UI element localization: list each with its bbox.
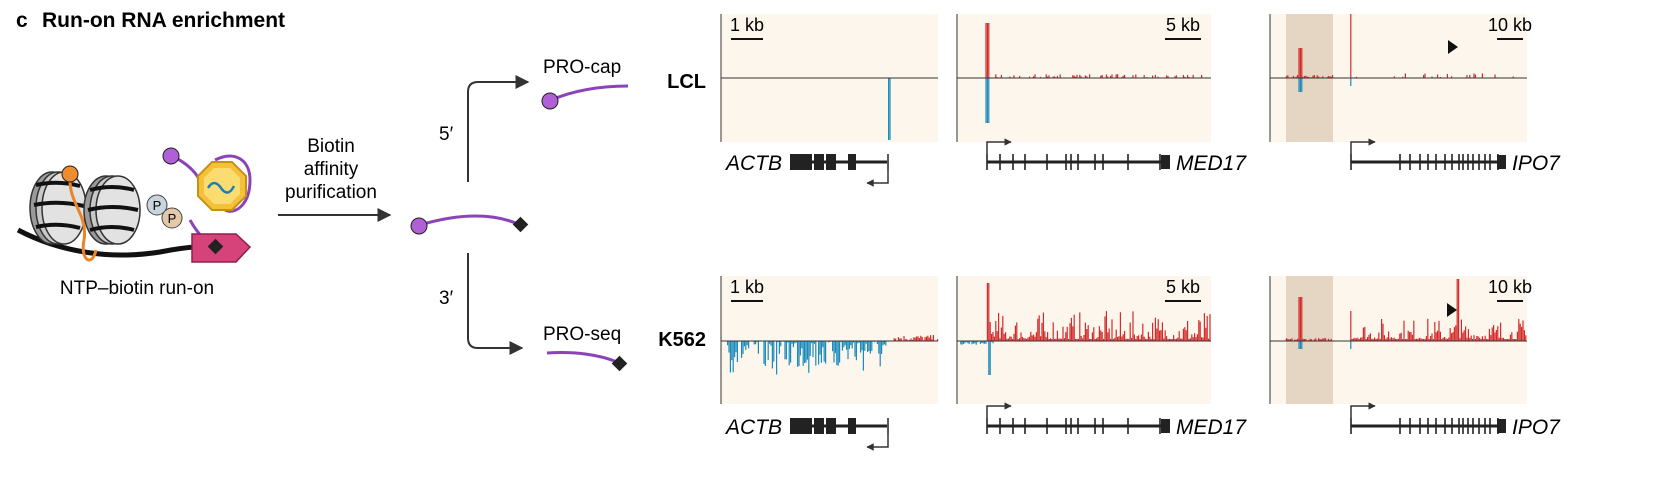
gene-exon: [790, 154, 812, 170]
gene-3prime-exon: [1161, 419, 1170, 433]
track-panel-0-1: 5 kb MED17: [956, 14, 1247, 175]
orange-biotin-cap: [61, 165, 79, 183]
track-background: [721, 276, 938, 404]
panel-letter: c: [16, 9, 28, 32]
gene-name-label: ACTB: [724, 152, 782, 175]
pro-cap-rna: [550, 84, 629, 102]
gene-exon: [814, 154, 824, 170]
scale-bar-label: 10 kb: [1488, 15, 1532, 35]
gene-name-label: IPO7: [1512, 152, 1561, 175]
track-panel-1-2: 10 kb IPO7: [1269, 276, 1561, 439]
scale-bar-label: 5 kb: [1166, 15, 1200, 35]
gene-model: MED17: [986, 138, 1247, 175]
gene-name-label: MED17: [1176, 416, 1247, 439]
track-panel-1-1: 5 kb MED17: [956, 276, 1247, 439]
phosphate-group: P P: [146, 194, 183, 229]
pause-marker-icon: [1447, 303, 1457, 317]
tss-arrow-icon: [1350, 402, 1376, 418]
gene-exon: [848, 418, 856, 434]
purified-rna-diamond: [512, 216, 529, 233]
pro-cap-label: PRO-cap: [543, 57, 621, 78]
gene-model: IPO7: [1350, 138, 1561, 175]
gene-name-label: MED17: [1176, 152, 1247, 175]
gene-exon: [848, 154, 856, 170]
orange-rna: [68, 179, 98, 262]
scale-bar-label: 5 kb: [1166, 277, 1200, 297]
pro-cap-biotin-cap: [541, 92, 559, 110]
scale-bar-label: 1 kb: [730, 15, 764, 35]
gene-3prime-exon: [1497, 419, 1506, 433]
nucleosome-2: [83, 175, 141, 245]
polymerase-inner-icon: [204, 168, 240, 204]
gene-model: ACTB: [724, 416, 889, 451]
gene-exon: [826, 154, 836, 170]
genome-tracks: 1 kb ACTB 5 kb MED17 10 kb IPO7 1 kb ACTB 5 kb ME…: [720, 14, 1561, 451]
biotin-diamond-icon: [207, 238, 224, 255]
tss-arrow-icon: [866, 170, 889, 187]
gene-model: MED17: [986, 402, 1247, 439]
row-label-lcl: LCL: [667, 71, 706, 93]
pro-seq-diamond: [611, 355, 628, 372]
gene-name-label: ACTB: [724, 416, 782, 439]
gene-exon: [790, 418, 812, 434]
biotin-cap-purple: [162, 147, 180, 165]
phosphate-label-2: P: [168, 211, 177, 226]
gene-3prime-exon: [1497, 155, 1506, 169]
gene-3prime-exon: [1161, 155, 1170, 169]
pro-seq-rna: [546, 351, 618, 364]
arrow-label-line1: Biotin: [307, 136, 355, 157]
nucleosome-1: [29, 171, 87, 245]
branch-up-arrow: [467, 75, 530, 182]
signal-track: [726, 335, 939, 375]
runon-label: NTP–biotin run-on: [60, 278, 214, 299]
track-panel-1-0: 1 kb ACTB: [720, 276, 939, 451]
pause-marker-icon: [1448, 40, 1458, 54]
signal-track: [887, 78, 891, 140]
signal-track: [1285, 279, 1527, 349]
purified-rna: [419, 214, 521, 227]
branch-down-arrow: [467, 253, 524, 355]
end3-label: 3′: [439, 288, 454, 309]
tss-arrow-icon: [986, 138, 1012, 154]
scale-bar-label: 1 kb: [730, 277, 764, 297]
gene-exon: [814, 418, 824, 434]
run-on-schematic: P P NTP–biotin run-on: [16, 147, 252, 299]
tss-arrow-icon: [986, 402, 1012, 418]
gene-model: ACTB: [724, 152, 889, 187]
track-panel-0-2: 10 kb IPO7: [1269, 14, 1561, 175]
row-label-k562: K562: [658, 329, 706, 351]
gene-exon: [826, 418, 836, 434]
rna-squiggle-icon: [206, 181, 236, 194]
purified-rna-cap: [410, 217, 428, 235]
tss-arrow-icon: [866, 434, 889, 451]
scale-bar-label: 10 kb: [1488, 277, 1532, 297]
panel-title: Run-on RNA enrichment: [42, 9, 285, 32]
track-panel-0-0: 1 kb ACTB: [720, 14, 938, 187]
signal-track: [960, 283, 1211, 375]
pro-seq-label: PRO-seq: [543, 324, 621, 345]
end5-label: 5′: [439, 124, 454, 145]
phosphate-label-1: P: [153, 198, 162, 213]
arrow-label-line2: affinity: [304, 159, 359, 180]
tss-arrow-icon: [1350, 138, 1376, 154]
arrow-label-line3: purification: [285, 182, 377, 203]
gene-model: IPO7: [1350, 402, 1561, 439]
gene-name-label: IPO7: [1512, 416, 1561, 439]
